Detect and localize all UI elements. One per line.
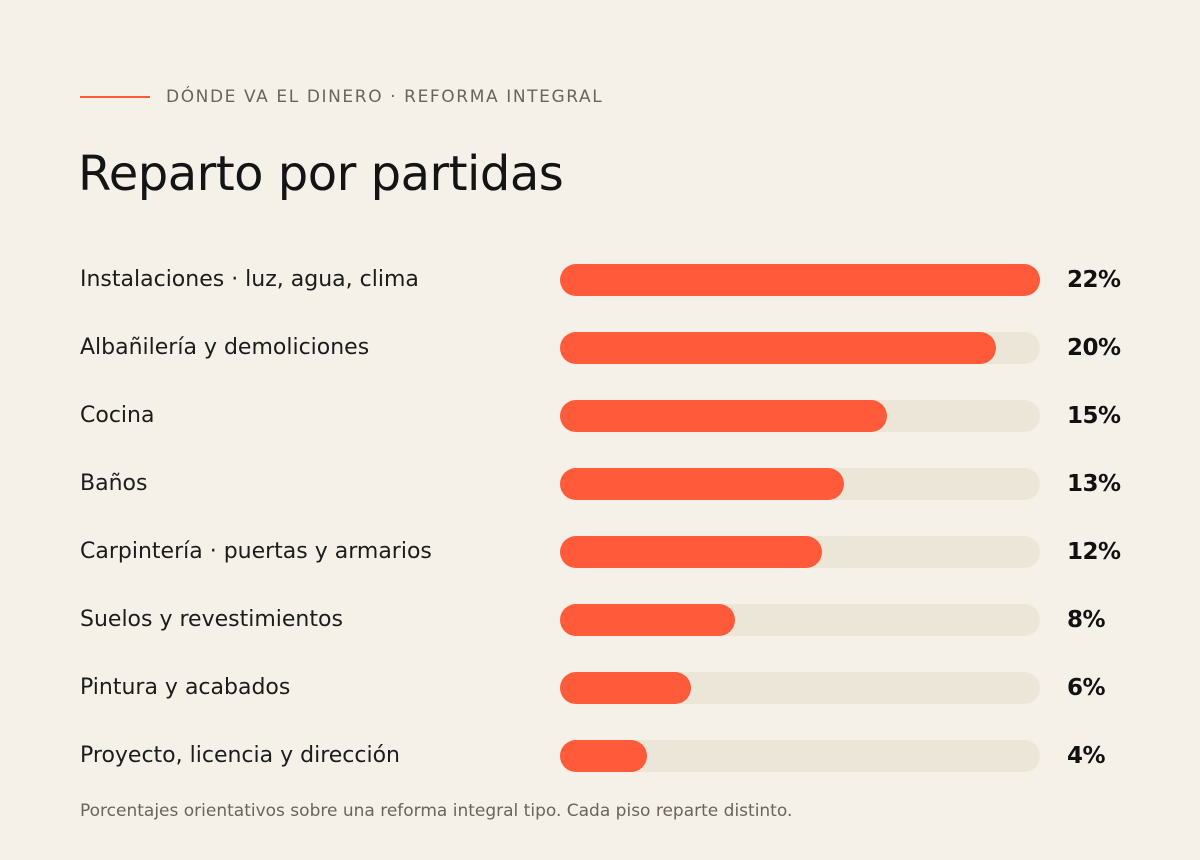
bar-value-label: 6% [1067, 675, 1106, 701]
bar [560, 604, 735, 636]
bar-category-label: Proyecto, licencia y dirección [80, 743, 400, 768]
bar [560, 468, 844, 500]
bar-category-label: Suelos y revestimientos [80, 607, 343, 632]
bar-value-label: 15% [1067, 403, 1121, 429]
bar-category-label: Instalaciones · luz, agua, clima [80, 267, 419, 292]
page-title: Reparto por partidas [78, 146, 564, 202]
bar-value-label: 12% [1067, 539, 1121, 565]
bar-value-label: 13% [1067, 471, 1121, 497]
eyebrow-accent-rule [80, 96, 150, 98]
bar-category-label: Cocina [80, 403, 155, 428]
eyebrow: DÓNDE VA EL DINERO · REFORMA INTEGRAL [80, 85, 603, 109]
bar-track [560, 604, 1040, 636]
bar-value-label: 4% [1067, 743, 1106, 769]
bar-track [560, 400, 1040, 432]
bar [560, 672, 691, 704]
bar-category-label: Baños [80, 471, 148, 496]
bar-category-label: Pintura y acabados [80, 675, 291, 700]
bar-category-label: Carpintería · puertas y armarios [80, 539, 432, 564]
bar-row: Pintura y acabados 6% [0, 671, 1200, 705]
bar-category-label: Albañilería y demoliciones [80, 335, 370, 360]
bar-value-label: 22% [1067, 267, 1121, 293]
bar [560, 332, 996, 364]
bar-track [560, 332, 1040, 364]
bar-track [560, 536, 1040, 568]
bar-row: Albañilería y demoliciones 20% [0, 331, 1200, 365]
bar-value-label: 20% [1067, 335, 1121, 361]
bar-track [560, 672, 1040, 704]
bar-row: Carpintería · puertas y armarios 12% [0, 535, 1200, 569]
bar-value-label: 8% [1067, 607, 1106, 633]
footnote: Porcentajes orientativos sobre una refor… [80, 801, 793, 821]
bar-row: Proyecto, licencia y dirección 4% [0, 739, 1200, 773]
bar-track [560, 740, 1040, 772]
bar-track [560, 468, 1040, 500]
bar-row: Cocina 15% [0, 399, 1200, 433]
bar [560, 400, 887, 432]
bar [560, 264, 1040, 296]
bar-track [560, 264, 1040, 296]
bar-row: Baños 13% [0, 467, 1200, 501]
bar-row: Instalaciones · luz, agua, clima 22% [0, 263, 1200, 297]
bar-row: Suelos y revestimientos 8% [0, 603, 1200, 637]
bar [560, 740, 647, 772]
bar [560, 536, 822, 568]
eyebrow-text: DÓNDE VA EL DINERO · REFORMA INTEGRAL [166, 87, 604, 107]
